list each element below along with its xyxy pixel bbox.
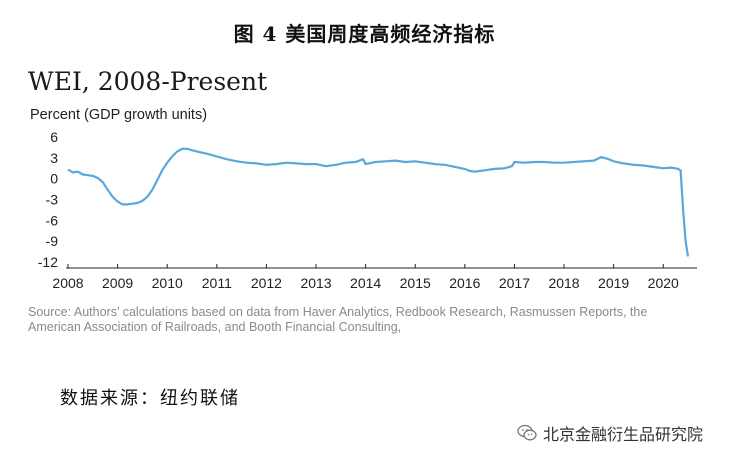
x-tick-label: 2014 [350,275,381,291]
x-tick-label: 2012 [251,275,282,291]
x-tick-label: 2017 [499,275,530,291]
x-tick-label: 2019 [598,275,629,291]
watermark: 北京金融衍生品研究院 [517,421,703,445]
y-tick-label: 0 [50,171,58,187]
wei-series-line [67,147,690,257]
y-axis-label: Percent (GDP growth units) [30,107,208,123]
x-tick-label: 2015 [400,275,431,291]
source-note: Source: Authors’ calculations based on d… [28,305,648,334]
y-tick-label: -12 [38,254,58,270]
x-tick-label: 2011 [202,275,232,291]
data-source-label: 数据来源：纽约联储 [60,388,240,409]
y-tick-label: -6 [46,212,59,228]
x-tick-label: 2008 [52,275,83,291]
wechat-icon [517,424,537,441]
chart-plot: 6 3 0 -3 -6 -9 -12 2008 2009 2010 2011 2012 2013 201… [38,129,697,291]
x-tick-labels: 2008 2009 2010 2011 2012 2013 2014 2015 2016 2017… [52,264,679,291]
x-tick-label: 2010 [152,275,183,291]
x-tick-label: 2013 [300,275,331,291]
y-tick-label: -3 [46,192,59,208]
x-tick-label: 2018 [548,275,579,291]
x-tick-label: 2020 [648,275,679,291]
y-tick-label: -9 [46,233,59,249]
x-tick-label: 2009 [102,275,133,291]
y-tick-labels: 6 3 0 -3 -6 -9 -12 [38,129,58,270]
figure-title: 图 4 美国周度高频经济指标 [233,22,496,46]
watermark-text: 北京金融衍生品研究院 [542,425,703,444]
x-tick-label: 2016 [449,275,480,291]
chart-title: WEI, 2008-Present [28,67,268,96]
series-lines [67,147,690,257]
y-tick-label: 3 [50,150,58,166]
y-tick-label: 6 [50,129,58,145]
